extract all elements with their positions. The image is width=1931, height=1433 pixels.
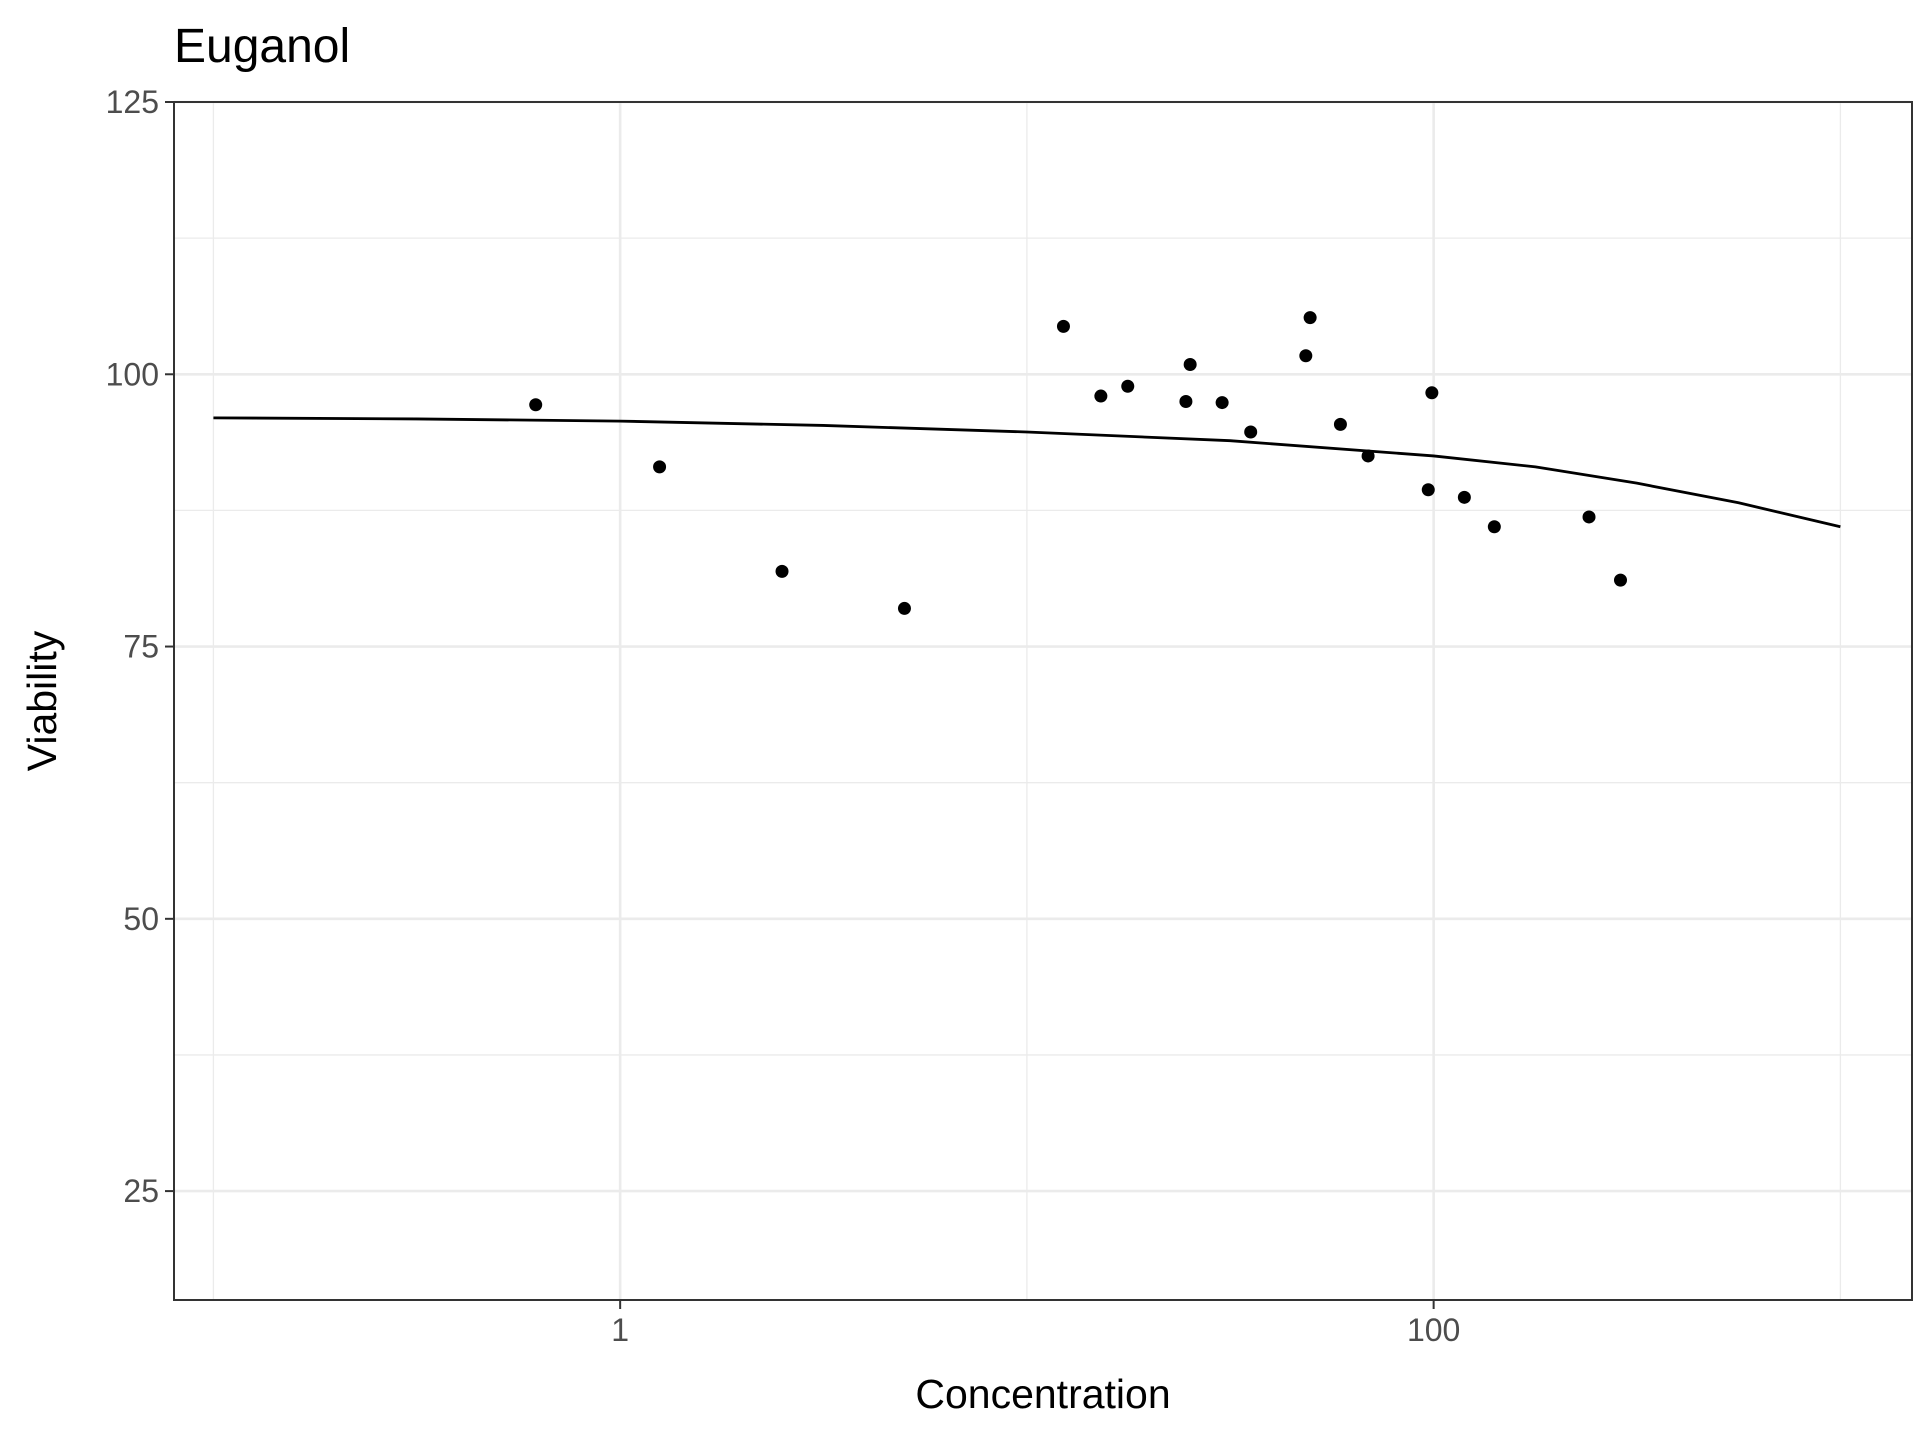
y-tick-label: 50 bbox=[123, 901, 159, 937]
x-tick-label: 100 bbox=[1407, 1312, 1460, 1348]
data-point bbox=[775, 564, 789, 578]
panel-border bbox=[173, 101, 1913, 1301]
data-point bbox=[1487, 520, 1501, 534]
data-point-layer bbox=[529, 311, 1627, 615]
data-point bbox=[1056, 319, 1070, 333]
data-point bbox=[897, 601, 911, 615]
x-tick-label: 1 bbox=[611, 1312, 629, 1348]
data-point bbox=[653, 460, 667, 474]
data-point bbox=[1215, 396, 1229, 410]
y-tick-label: 125 bbox=[106, 84, 159, 120]
data-point bbox=[1613, 573, 1627, 587]
x-axis-title: Concentration bbox=[915, 1371, 1170, 1417]
data-point bbox=[1303, 311, 1317, 325]
fit-line-layer bbox=[213, 416, 1841, 529]
data-point bbox=[529, 398, 543, 412]
data-point bbox=[1183, 357, 1197, 371]
data-point bbox=[1361, 449, 1375, 463]
y-tick-label: 25 bbox=[123, 1173, 159, 1209]
y-axis-title: Viability bbox=[19, 630, 65, 771]
fitted-curve bbox=[213, 416, 1841, 529]
data-point bbox=[1425, 386, 1439, 400]
data-point bbox=[1457, 490, 1471, 504]
data-point bbox=[1094, 389, 1108, 403]
data-point bbox=[1333, 417, 1347, 431]
data-point bbox=[1582, 510, 1596, 524]
data-point bbox=[1421, 483, 1435, 497]
chart-title: Euganol bbox=[174, 20, 350, 73]
data-point bbox=[1121, 379, 1135, 393]
data-point bbox=[1179, 395, 1193, 408]
axis-layer: 25 50 75 100 125 1 100 bbox=[106, 84, 1461, 1348]
data-point bbox=[1299, 349, 1313, 363]
data-point bbox=[1244, 425, 1258, 439]
y-tick-label: 100 bbox=[106, 356, 159, 392]
y-tick-label: 75 bbox=[123, 629, 159, 665]
